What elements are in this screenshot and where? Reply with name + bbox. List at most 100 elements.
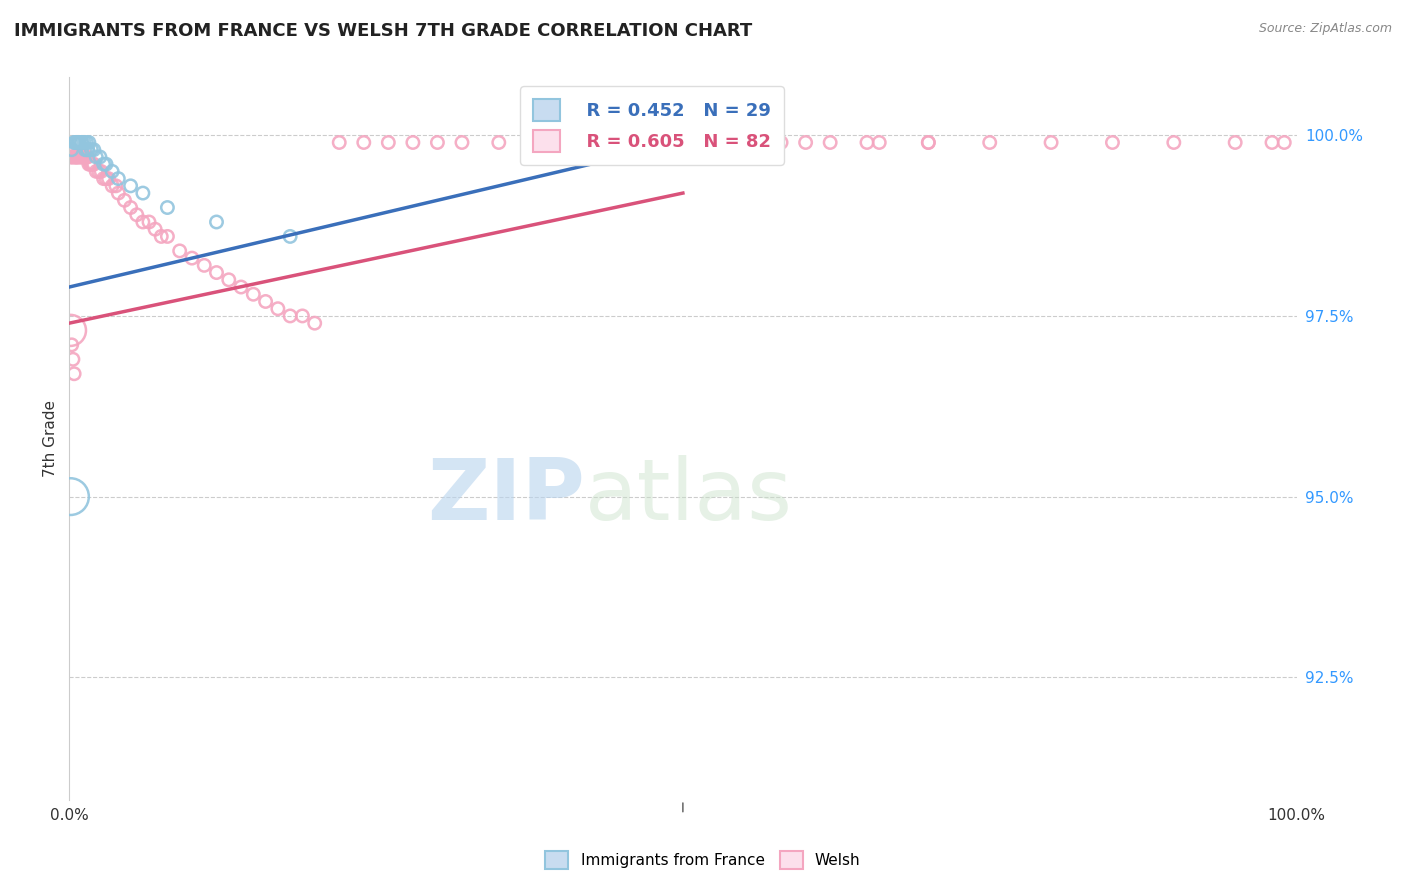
Point <box>83 143 105 157</box>
Point <box>205 266 228 280</box>
Point <box>59 323 82 337</box>
Point <box>138 215 160 229</box>
Point <box>377 136 399 150</box>
Point <box>75 143 97 157</box>
Point <box>75 150 97 164</box>
Point <box>150 229 173 244</box>
Point <box>125 208 148 222</box>
Point <box>59 150 82 164</box>
Point <box>979 136 1001 150</box>
Point <box>66 150 89 164</box>
Point <box>59 490 82 504</box>
Point <box>82 157 104 171</box>
Text: Source: ZipAtlas.com: Source: ZipAtlas.com <box>1258 22 1392 36</box>
Point <box>229 280 252 294</box>
Text: IMMIGRANTS FROM FRANCE VS WELSH 7TH GRADE CORRELATION CHART: IMMIGRANTS FROM FRANCE VS WELSH 7TH GRAD… <box>14 22 752 40</box>
Point <box>89 150 111 164</box>
Point <box>69 150 91 164</box>
Point <box>77 136 100 150</box>
Point <box>76 150 98 164</box>
Point <box>107 186 129 200</box>
Point <box>94 171 117 186</box>
Point <box>1225 136 1247 150</box>
Point <box>132 215 155 229</box>
Point <box>586 136 609 150</box>
Point <box>1040 136 1063 150</box>
Point <box>101 178 124 193</box>
Point <box>84 150 107 164</box>
Point <box>83 157 105 171</box>
Point <box>93 157 115 171</box>
Point <box>733 136 755 150</box>
Point <box>114 194 136 208</box>
Point <box>101 164 124 178</box>
Point <box>917 136 939 150</box>
Point <box>488 136 510 150</box>
Point <box>62 352 84 367</box>
Point <box>63 150 86 164</box>
Point <box>856 136 879 150</box>
Point <box>193 258 215 272</box>
Point <box>278 309 301 323</box>
Point <box>70 150 93 164</box>
Point <box>87 164 110 178</box>
Point <box>76 143 98 157</box>
Point <box>120 201 142 215</box>
Point <box>107 171 129 186</box>
Y-axis label: 7th Grade: 7th Grade <box>44 401 58 477</box>
Point <box>97 171 120 186</box>
Point <box>267 301 290 316</box>
Point <box>1101 136 1123 150</box>
Point <box>76 143 98 157</box>
Point <box>794 136 817 150</box>
Point <box>623 136 645 150</box>
Point <box>60 338 83 352</box>
Point <box>120 178 142 193</box>
Point <box>70 136 93 150</box>
Legend:   R = 0.452   N = 29,   R = 0.605   N = 82: R = 0.452 N = 29, R = 0.605 N = 82 <box>520 87 785 165</box>
Point <box>917 136 939 150</box>
Point <box>67 150 90 164</box>
Point <box>65 150 87 164</box>
Point <box>65 150 87 164</box>
Point <box>291 309 314 323</box>
Point <box>67 136 90 150</box>
Text: ZIP: ZIP <box>427 455 585 538</box>
Point <box>818 136 841 150</box>
Point <box>80 143 103 157</box>
Point <box>77 157 100 171</box>
Point <box>278 229 301 244</box>
Point <box>94 157 117 171</box>
Point <box>75 136 97 150</box>
Point <box>65 136 87 150</box>
Point <box>548 136 571 150</box>
Point <box>66 136 89 150</box>
Point <box>242 287 264 301</box>
Point <box>63 367 86 381</box>
Point <box>181 251 204 265</box>
Point <box>770 136 793 150</box>
Point <box>104 178 127 193</box>
Point <box>67 136 90 150</box>
Point <box>1272 136 1295 150</box>
Point <box>868 136 890 150</box>
Point <box>63 136 86 150</box>
Point <box>524 136 547 150</box>
Point <box>426 136 449 150</box>
Point <box>659 136 682 150</box>
Point <box>60 143 83 157</box>
Point <box>1261 136 1284 150</box>
Point <box>65 136 87 150</box>
Point <box>60 150 83 164</box>
Point <box>75 150 97 164</box>
Point <box>218 273 240 287</box>
Point <box>328 136 350 150</box>
Point <box>62 150 84 164</box>
Point <box>79 157 101 171</box>
Point <box>80 157 103 171</box>
Point <box>304 316 326 330</box>
Point <box>353 136 375 150</box>
Point <box>84 164 107 178</box>
Point <box>132 186 155 200</box>
Point <box>156 201 179 215</box>
